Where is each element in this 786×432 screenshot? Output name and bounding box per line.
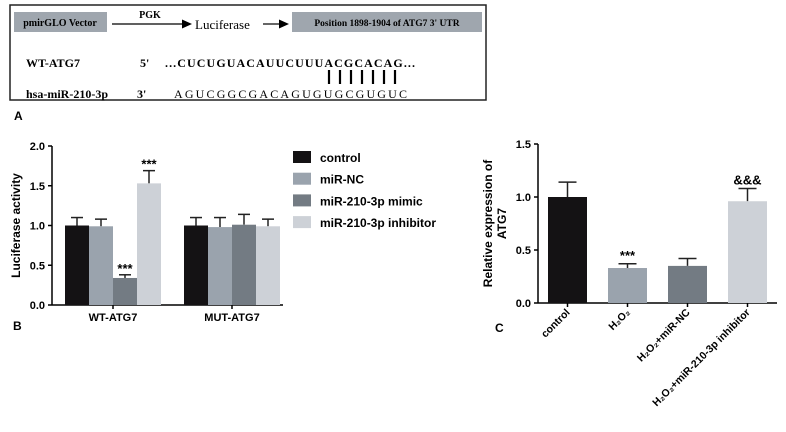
bar <box>548 197 587 303</box>
wt-name: WT-ATG7 <box>26 56 80 70</box>
promoter-label: PGK <box>139 10 161 21</box>
wt-sequence: ...CUCUGUACAUUCUUUACGCACAG... <box>165 56 415 70</box>
significance-label: *** <box>620 248 636 263</box>
arrow-icon <box>279 19 289 29</box>
x-tick-label: H₂O₂+miR-NC <box>635 306 693 364</box>
y-tick-label: 2.0 <box>30 141 45 153</box>
bar <box>232 224 256 305</box>
mir-sequence: AGUCGGCGACAGUGUGCGUGUC <box>174 87 407 101</box>
utr-box <box>292 12 482 32</box>
significance-label: *** <box>141 157 157 172</box>
legend-swatch <box>293 194 311 207</box>
bar <box>256 226 280 305</box>
chart-b: 0.0 0.5 1.0 1.5 2.0 Luciferase activity *** ***… <box>9 141 436 333</box>
utr-label: Position 1898-1904 of ATG7 3' UTR <box>314 19 459 29</box>
legend-swatch <box>293 216 311 229</box>
mir-end: 3' <box>137 87 146 101</box>
y-tick-label: 0.5 <box>516 245 531 257</box>
bar <box>137 183 161 305</box>
bar <box>89 226 113 305</box>
bar <box>728 201 767 303</box>
panel-label-c: C <box>495 321 504 335</box>
y-axis-label: ATG7 <box>495 208 509 239</box>
arrow-icon <box>182 19 192 29</box>
x-tick-label: control <box>539 307 573 341</box>
y-tick-label: 0.0 <box>30 300 45 312</box>
y-tick-label: 0.5 <box>30 260 45 272</box>
bar <box>65 225 89 305</box>
y-tick-label: 1.0 <box>30 221 45 233</box>
bar <box>113 277 137 305</box>
y-tick-label: 1.5 <box>30 181 45 193</box>
mir-name: hsa-miR-210-3p <box>26 87 108 101</box>
vector-box <box>14 12 107 32</box>
legend-swatch <box>293 172 311 185</box>
y-tick-label: 0.0 <box>516 298 531 310</box>
reporter-label: Luciferase <box>195 17 250 32</box>
vector-label: pmirGLO Vector <box>23 18 97 29</box>
panel-label-b: B <box>13 319 22 333</box>
wt-end: 5' <box>140 56 149 70</box>
bar <box>184 225 208 305</box>
significance-label: &&& <box>733 173 761 188</box>
bar <box>608 268 647 303</box>
y-tick-label: 1.5 <box>516 139 531 151</box>
legend-swatch <box>293 151 311 163</box>
legend-label: miR-210-3p inhibitor <box>320 216 436 230</box>
bar <box>208 227 232 305</box>
legend-label: control <box>320 151 361 165</box>
x-tick-label: H₂O₂ <box>606 306 632 332</box>
y-tick-label: 1.0 <box>516 192 531 204</box>
chart-c: 0.0 0.5 1.0 1.5 Relative expression of ATG7 co… <box>481 139 777 409</box>
base-pair-lines <box>327 70 397 84</box>
legend-label: miR-NC <box>320 173 364 187</box>
x-tick-label: H₂O₂+miR-210-3p inhibitor <box>650 307 752 409</box>
bar <box>668 265 707 303</box>
x-tick-label: WT-ATG7 <box>89 312 138 324</box>
panel-label-a: A <box>14 109 23 123</box>
x-tick-label: MUT-ATG7 <box>204 312 259 324</box>
panel-a: pmirGLO Vector PGK Luciferase Position 1… <box>9 4 487 123</box>
y-axis-label: Luciferase activity <box>9 173 23 278</box>
significance-label: *** <box>117 261 133 276</box>
legend-label: miR-210-3p mimic <box>320 194 423 208</box>
y-axis-label: Relative expression of <box>481 159 495 287</box>
